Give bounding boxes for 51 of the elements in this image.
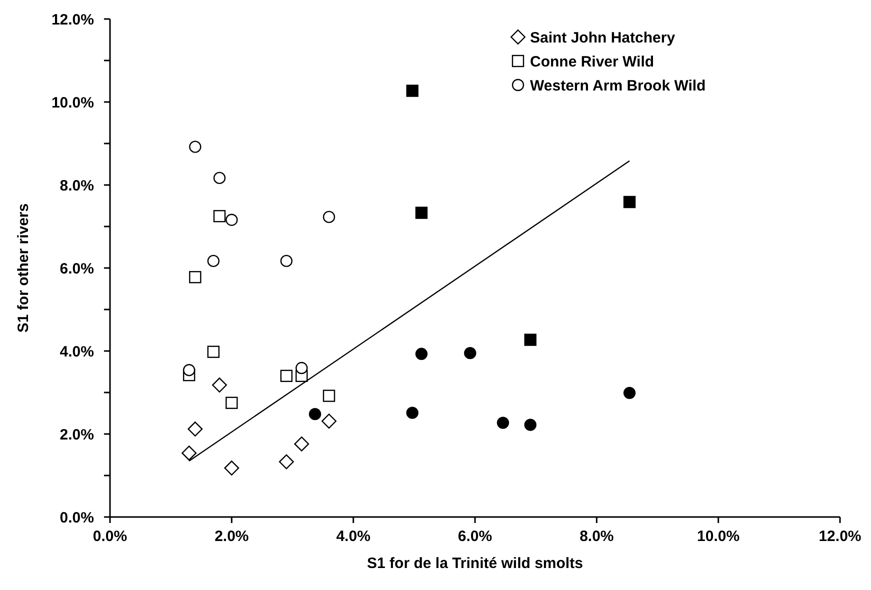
point (278, 454, 294, 470)
point (308, 408, 322, 420)
point (188, 422, 203, 436)
point (415, 206, 428, 219)
point (406, 406, 418, 419)
y-tick-label: 8.0% (60, 177, 94, 194)
y-tick-label: 12.0% (51, 11, 94, 28)
point (207, 346, 220, 358)
point (207, 254, 220, 268)
x-tick-label: 12.0% (818, 528, 862, 545)
point (280, 254, 293, 268)
point (182, 446, 197, 461)
point (296, 362, 308, 374)
point (322, 390, 336, 402)
x-tick-label: 0.0% (92, 528, 128, 545)
point (213, 210, 226, 222)
point (623, 386, 636, 400)
point (623, 196, 636, 208)
y-tick-label: 2.0% (60, 426, 94, 444)
point (406, 84, 418, 97)
y-tick-label: 0.0% (60, 509, 94, 526)
x-tick-label: 6.0% (458, 528, 492, 545)
point (415, 348, 428, 360)
x-tick-label: 4.0% (336, 528, 370, 545)
point (213, 172, 226, 184)
y-tick-label: 6.0% (60, 260, 94, 278)
point (524, 334, 536, 346)
x-tick-label: 8.0% (580, 528, 614, 545)
y-tick-label: 4.0% (60, 343, 94, 360)
point (280, 370, 293, 382)
point (189, 271, 202, 284)
point (524, 418, 536, 431)
point (496, 416, 510, 429)
point (322, 210, 336, 224)
point (189, 140, 202, 153)
point (226, 214, 238, 226)
legend-label: Western Arm Brook Wild (530, 77, 706, 94)
point (464, 346, 476, 360)
y-tick-label: 10.0% (51, 94, 94, 112)
point (226, 396, 238, 409)
point (322, 414, 336, 429)
y-axis-title: S1 for other rivers (15, 203, 32, 333)
point (294, 436, 310, 452)
legend-label: Conne River Wild (530, 53, 654, 70)
point (224, 460, 240, 476)
point (182, 364, 196, 376)
point (212, 378, 227, 393)
x-tick-label: 2.0% (214, 528, 249, 545)
x-axis-title: S1 for de la Trinité wild smolts (367, 555, 583, 572)
legend-label: Saint John Hatchery (530, 29, 676, 46)
x-tick-label: 10.0% (697, 528, 740, 545)
